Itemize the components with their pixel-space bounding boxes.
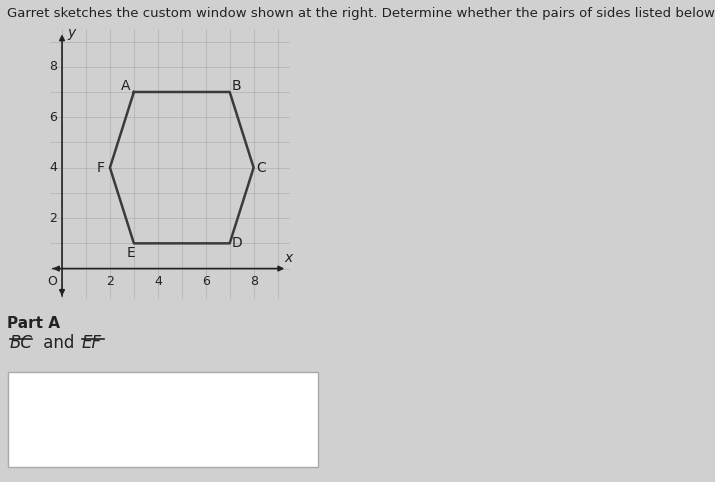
- Text: 2: 2: [106, 275, 114, 288]
- Text: y: y: [67, 26, 76, 40]
- Text: 4: 4: [154, 275, 162, 288]
- Text: E: E: [127, 246, 136, 260]
- Text: BC: BC: [10, 334, 33, 352]
- Text: and: and: [38, 334, 79, 352]
- Text: 4: 4: [49, 161, 57, 174]
- Text: x: x: [285, 252, 292, 266]
- Bar: [8, 372, 318, 467]
- Text: C: C: [256, 161, 266, 174]
- Text: 2: 2: [49, 212, 57, 225]
- Text: A: A: [121, 79, 130, 93]
- Text: D: D: [232, 236, 242, 250]
- Text: 6: 6: [202, 275, 209, 288]
- Text: Part A: Part A: [7, 316, 60, 331]
- Text: O: O: [47, 275, 57, 288]
- Text: 8: 8: [49, 60, 57, 73]
- Text: 8: 8: [250, 275, 257, 288]
- Text: 6: 6: [49, 111, 57, 124]
- Text: B: B: [232, 79, 242, 93]
- Text: Garret sketches the custom window shown at the right. Determine whether the pair: Garret sketches the custom window shown …: [7, 7, 715, 20]
- Text: F: F: [97, 161, 104, 174]
- Text: EF: EF: [82, 334, 102, 352]
